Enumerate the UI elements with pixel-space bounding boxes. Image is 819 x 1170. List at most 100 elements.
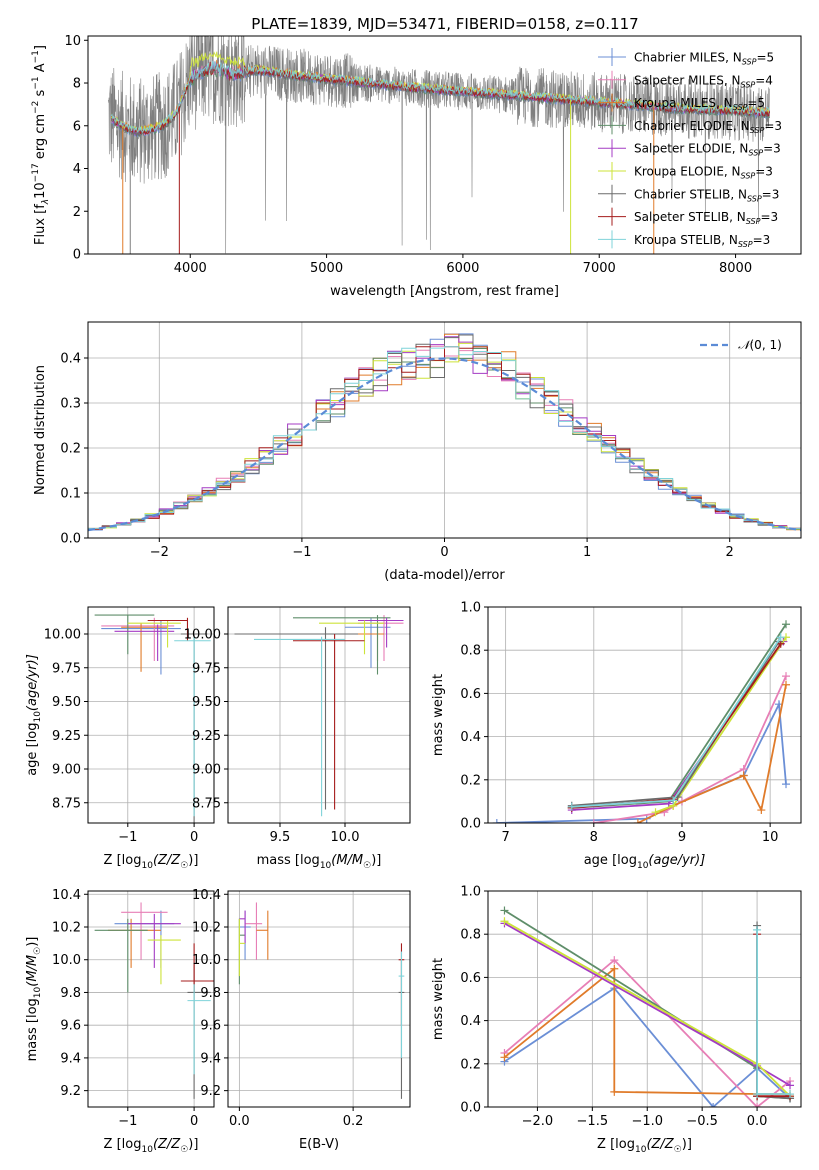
x-tick-label: −2 xyxy=(150,545,169,560)
weight-marker xyxy=(633,819,642,823)
age-vs-metallicity-panel: −1 0 8.75 9.00 9.25 9.50 9.75 10.00 Z [log10(Z/Z… xyxy=(25,606,215,871)
y-tick-label: 4 xyxy=(73,162,81,177)
y-axis-label: Normed distribution xyxy=(33,365,48,495)
age-vs-mass-panel: 9.5 10.0 8.75 9.00 9.25 9.50 9.75 10.00 mass [lo… xyxy=(184,606,411,871)
y-tick-label: 10.0 xyxy=(52,953,81,968)
y-tick-label: 9.50 xyxy=(192,695,221,710)
x-tick-label: −1 xyxy=(292,545,311,560)
weight-marker xyxy=(782,620,791,629)
x-tick-label: 8000 xyxy=(719,261,752,276)
spectrum-traces xyxy=(108,36,771,254)
axes-frame xyxy=(87,35,802,255)
y-tick-label: 0.4 xyxy=(460,730,481,745)
x-axis-label: wavelength [Angstrom, rest frame] xyxy=(330,284,559,299)
weight-lines xyxy=(492,620,791,823)
weight-line-0 xyxy=(503,987,791,1107)
x-tick-label: 2 xyxy=(726,545,734,560)
histograms xyxy=(88,333,801,533)
y-tick-label: 2 xyxy=(73,205,81,220)
y-tick-label: 0.0 xyxy=(460,1101,481,1116)
observed-spectrum xyxy=(108,36,770,254)
weight-vs-age-panel: 7 8 9 10 0.0 0.2 0.4 0.6 0.8 1.0 age [log10(age/yr… xyxy=(431,601,802,871)
error-crosses xyxy=(94,614,211,823)
y-axis-label: mass weight xyxy=(431,674,446,756)
x-tick-label: 9.5 xyxy=(270,830,291,845)
y-tick-label: 9.00 xyxy=(52,763,81,778)
x-tick-label: 6000 xyxy=(446,261,479,276)
x-tick-label: −1 xyxy=(118,1114,137,1129)
y-tick-label: 9.2 xyxy=(60,1084,81,1099)
weight-line-3 xyxy=(571,623,787,809)
x-axis-label: age [log10(age/yr)] xyxy=(584,853,706,871)
y-tick-label: 9.8 xyxy=(60,986,81,1001)
error-crosses xyxy=(234,615,404,817)
legend-label: Chabrier ELODIE, NSSP=3 xyxy=(634,119,782,135)
histogram-step-8 xyxy=(88,346,801,532)
x-axis-label: Z [log10(Z/Z☉)] xyxy=(104,853,199,871)
x-tick-label: 1 xyxy=(583,545,591,560)
legend-label: Salpeter STELIB, NSSP=3 xyxy=(634,210,778,226)
x-tick-label: −2.0 xyxy=(522,1114,554,1129)
x-axis-label: E(B-V) xyxy=(299,1137,339,1152)
y-tick-label: 9.25 xyxy=(52,729,81,744)
weight-marker xyxy=(753,1103,762,1107)
y-tick-label: 9.6 xyxy=(200,1019,221,1034)
weight-marker xyxy=(786,1090,795,1099)
x-tick-label: 8 xyxy=(590,830,598,845)
normal-reference-curve xyxy=(88,357,801,532)
y-tick-label: 0.2 xyxy=(460,773,481,788)
y-tick-label: 0.0 xyxy=(60,532,81,547)
weight-marker xyxy=(782,680,791,689)
y-tick-label: 0.8 xyxy=(460,928,481,943)
weight-marker xyxy=(651,808,660,817)
y-tick-label: 0.6 xyxy=(460,971,481,986)
x-tick-label: −1.0 xyxy=(631,1114,663,1129)
y-axis-label: Flux [fλ10−17 erg cm−2 s−1 A−1] xyxy=(31,45,51,245)
y-tick-label: 0.8 xyxy=(460,644,481,659)
y-tick-label: 9.4 xyxy=(200,1051,221,1066)
x-tick-label: 0 xyxy=(440,545,448,560)
x-tick-label: 0 xyxy=(190,830,198,845)
weight-marker xyxy=(610,964,619,973)
weight-marker xyxy=(567,802,576,811)
x-tick-label: −0.5 xyxy=(686,1114,718,1129)
x-tick-label: 5000 xyxy=(310,261,343,276)
y-tick-label: 9.8 xyxy=(200,986,221,1001)
y-tick-label: 9.00 xyxy=(192,763,221,778)
y-tick-label: 0.2 xyxy=(60,442,81,457)
y-axis-label: mass weight xyxy=(431,958,446,1040)
x-tick-label: 10.0 xyxy=(331,830,360,845)
weight-marker xyxy=(500,906,509,915)
legend-label: Salpeter ELODIE, NSSP=3 xyxy=(634,142,781,158)
weight-marker xyxy=(669,796,678,805)
spectrum-panel: 4000 5000 6000 7000 8000 0 2 4 6 8 10 wavelength [A… xyxy=(31,34,802,299)
x-axis-label: (data-model)/error xyxy=(384,568,505,583)
weight-lines xyxy=(500,906,795,1107)
y-tick-label: 9.2 xyxy=(200,1084,221,1099)
legend-label: Kroupa ELODIE, NSSP=3 xyxy=(634,165,773,181)
axes-frame xyxy=(227,890,411,1108)
residual-histogram-panel: −2 −1 0 1 2 0.0 0.1 0.2 0.3 0.4 (data-model)/error… xyxy=(33,321,802,583)
y-tick-label: 9.6 xyxy=(60,1019,81,1034)
weight-vs-metallicity-panel: −2.0 −1.5 −1.0 −0.5 0.0 0.0 0.2 0.4 0.6 0.8 1.0 Z [… xyxy=(431,885,802,1155)
y-tick-label: 0.0 xyxy=(460,817,481,832)
x-tick-label: 0.2 xyxy=(343,1114,364,1129)
x-tick-label: 9 xyxy=(678,830,686,845)
weight-marker xyxy=(589,819,598,823)
x-axis-label: Z [log10(Z/Z☉)] xyxy=(597,1137,692,1155)
y-tick-label: 9.4 xyxy=(60,1051,81,1066)
axes-frame xyxy=(227,606,411,824)
y-axis-label: age [log10(age/yr)] xyxy=(25,654,43,776)
y-tick-label: 1.0 xyxy=(460,885,481,900)
mass-vs-ebv-panel: 0.0 0.2 9.2 9.4 9.6 9.8 10.0 10.2 10.4 E(B-V) xyxy=(192,888,411,1152)
x-tick-label: −1.5 xyxy=(577,1114,609,1129)
y-tick-label: 8.75 xyxy=(192,796,221,811)
x-tick-label: 7000 xyxy=(583,261,616,276)
weight-marker xyxy=(709,1103,718,1107)
y-tick-label: 10.4 xyxy=(52,888,81,903)
legend-label: Kroupa MILES, NSSP=5 xyxy=(634,96,765,112)
y-tick-label: 10 xyxy=(64,34,81,49)
x-tick-label: 0.0 xyxy=(747,1114,768,1129)
x-tick-label: 7 xyxy=(501,830,509,845)
x-tick-label: 4000 xyxy=(174,261,207,276)
